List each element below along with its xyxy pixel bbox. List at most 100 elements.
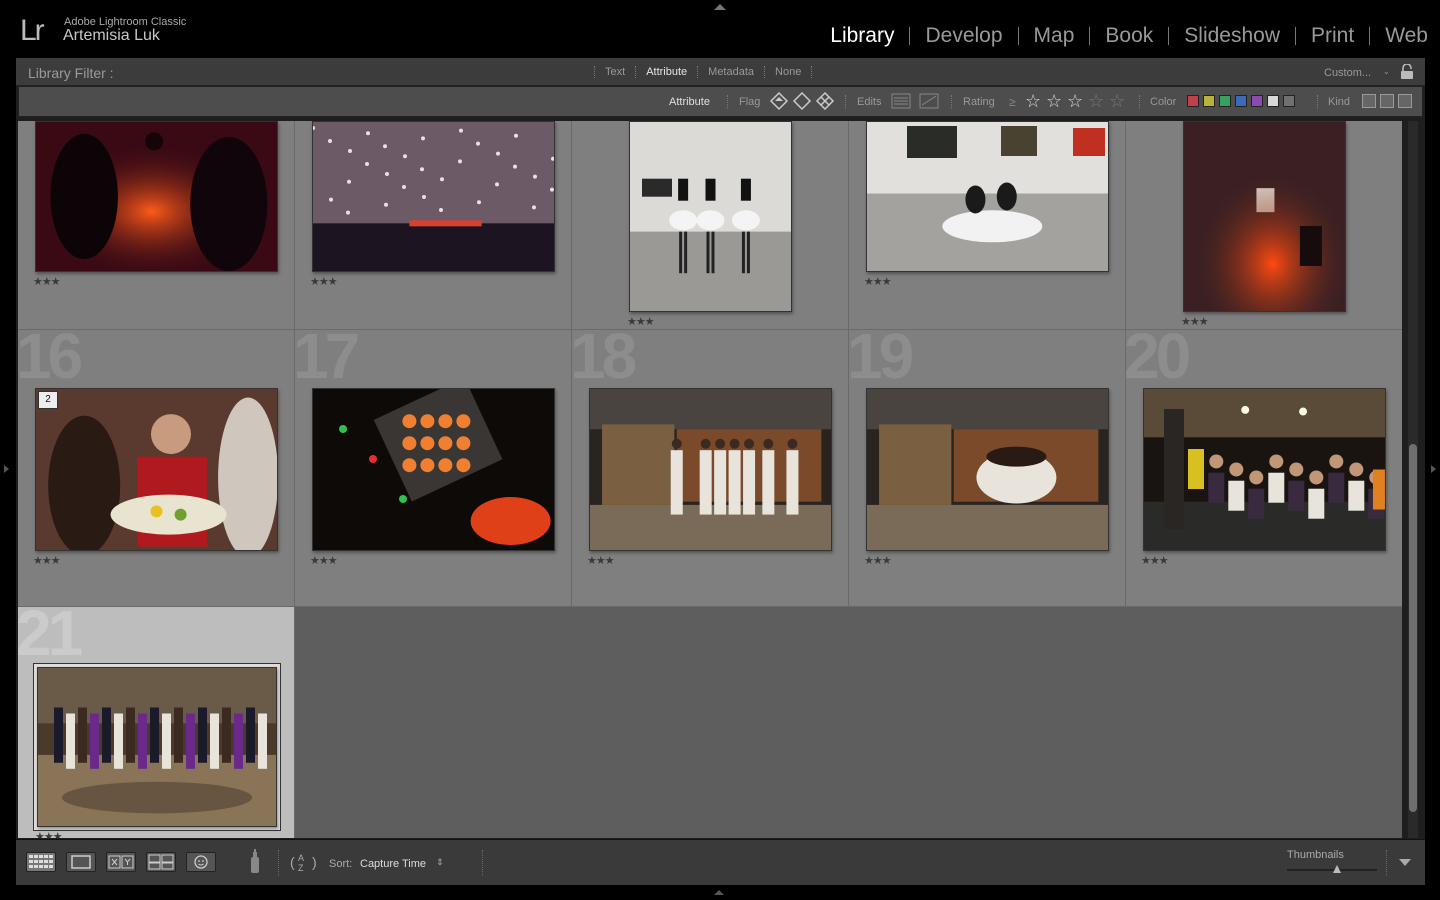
survey-view-button[interactable] xyxy=(146,852,176,872)
sort-caret-icon[interactable]: ⇕ xyxy=(436,857,444,867)
grid-cell[interactable]: 16 2 ★★★ xyxy=(18,330,295,607)
rating-star-icon[interactable]: ☆ xyxy=(1046,91,1063,111)
grid-cell[interactable]: ★★★ xyxy=(572,121,849,330)
photo-thumbnail[interactable] xyxy=(1143,388,1386,551)
flag-pick-icon[interactable] xyxy=(769,91,789,111)
flag-label: Flag xyxy=(739,96,761,108)
grid-cell[interactable]: ★★★ xyxy=(1126,121,1402,330)
module-map[interactable]: Map xyxy=(1033,24,1075,47)
photo-thumbnail[interactable] xyxy=(35,388,278,551)
module-print[interactable]: Print xyxy=(1311,24,1355,47)
grid-scrollbar[interactable] xyxy=(1408,121,1418,838)
module-develop[interactable]: Develop xyxy=(925,24,1003,47)
collapse-filmstrip-arrow[interactable] xyxy=(714,890,724,895)
people-view-icon xyxy=(194,855,208,869)
photo-thumbnail[interactable] xyxy=(629,121,792,312)
color-label-swatch[interactable] xyxy=(1187,95,1199,107)
cell-index-number: 20 xyxy=(1126,330,1191,392)
grid-cell[interactable]: 20 ★★★ xyxy=(1126,330,1402,607)
flag-unflagged-icon[interactable] xyxy=(792,91,812,111)
color-label-swatch[interactable] xyxy=(1251,95,1263,107)
photo-thumbnail[interactable] xyxy=(866,388,1109,551)
kind-master-photo-icon[interactable] xyxy=(1362,94,1376,108)
rating-star-icon[interactable]: ☆ xyxy=(1088,91,1105,111)
photo-thumbnail[interactable] xyxy=(866,121,1109,272)
edits-label: Edits xyxy=(857,96,882,108)
grid-cell[interactable]: 19 ★★★ xyxy=(849,330,1126,607)
color-label-swatch[interactable] xyxy=(1219,95,1231,107)
grid-scrollbar-thumb[interactable] xyxy=(1409,444,1417,812)
photo-thumbnail[interactable] xyxy=(37,667,277,827)
photo-thumbnail[interactable] xyxy=(312,121,555,272)
thumbnail-size-slider[interactable] xyxy=(1287,869,1377,871)
rating-star-icon[interactable]: ☆ xyxy=(1109,91,1126,111)
expand-left-panel-arrow[interactable] xyxy=(4,465,9,473)
rating-operator[interactable]: ≥ xyxy=(1009,95,1016,109)
kind-video-icon[interactable] xyxy=(1398,94,1412,108)
svg-text:Z: Z xyxy=(298,863,304,873)
module-web[interactable]: Web xyxy=(1385,24,1428,47)
thumbnail-size-slider-knob[interactable] xyxy=(1332,865,1341,873)
color-label-swatch[interactable] xyxy=(1283,95,1295,107)
edited-filter-icon[interactable] xyxy=(891,92,911,110)
sort-dropdown[interactable]: Capture Time xyxy=(360,858,427,870)
cell-star-rating[interactable]: ★★★ xyxy=(627,316,655,328)
photo-thumbnail[interactable] xyxy=(589,388,832,551)
unedited-filter-icon[interactable] xyxy=(919,92,939,110)
grid-cell[interactable]: 21 ★★★ xyxy=(18,607,295,838)
stack-count-badge[interactable]: 2 xyxy=(38,391,58,409)
flag-rejected-icon[interactable] xyxy=(815,91,835,111)
grid-cell[interactable]: ★★★ xyxy=(849,121,1126,330)
cell-star-rating[interactable]: ★★★ xyxy=(864,276,892,288)
filter-tab-attribute[interactable]: Attribute xyxy=(646,66,688,78)
painter-spray-icon[interactable] xyxy=(248,849,262,875)
grid-view-button[interactable] xyxy=(26,852,56,872)
people-view-button[interactable] xyxy=(186,852,216,872)
filter-tab-text[interactable]: Text xyxy=(605,66,626,78)
grid-cell[interactable]: 17 ★★★ xyxy=(295,330,572,607)
cell-star-rating[interactable]: ★★★ xyxy=(33,276,61,288)
cell-star-rating[interactable]: ★★★ xyxy=(587,555,615,567)
app-name: Adobe Lightroom Classic xyxy=(64,16,187,28)
toolbar-content-menu-icon[interactable] xyxy=(1399,859,1411,866)
collapse-top-panel-arrow[interactable] xyxy=(714,4,726,10)
module-book[interactable]: Book xyxy=(1105,24,1154,47)
rating-star-icon[interactable]: ☆ xyxy=(1025,91,1042,111)
photo-thumbnail[interactable] xyxy=(35,121,278,272)
cell-star-rating[interactable]: ★★★ xyxy=(1181,316,1209,328)
cell-star-rating[interactable]: ★★★ xyxy=(310,276,338,288)
photo-thumbnail[interactable] xyxy=(312,388,555,551)
svg-text:(: ( xyxy=(290,854,295,870)
cell-star-rating[interactable]: ★★★ xyxy=(33,555,61,567)
color-label-swatch[interactable] xyxy=(1203,95,1215,107)
cell-star-rating[interactable]: ★★★ xyxy=(310,555,338,567)
cell-star-rating[interactable]: ★★★ xyxy=(1141,555,1169,567)
compare-view-button[interactable] xyxy=(106,852,136,872)
photo-thumbnail[interactable] xyxy=(1183,121,1346,312)
grid-cell[interactable]: ★★★ xyxy=(18,121,295,330)
survey-view-icon xyxy=(148,854,174,870)
loupe-view-button[interactable] xyxy=(66,852,96,872)
color-label-swatch[interactable] xyxy=(1235,95,1247,107)
thumbnail-grid[interactable]: ★★★ ★★★ ★★★ ★★★ ★★★ 16 xyxy=(18,121,1402,838)
kind-virtual-copy-icon[interactable] xyxy=(1380,94,1394,108)
color-label-swatch[interactable] xyxy=(1267,95,1279,107)
rating-star-icon[interactable]: ☆ xyxy=(1067,91,1084,111)
filter-tab-metadata[interactable]: Metadata xyxy=(708,66,755,78)
cell-star-rating[interactable]: ★★★ xyxy=(864,555,892,567)
expand-right-panel-arrow[interactable] xyxy=(1431,465,1436,473)
grid-cell[interactable]: 18 ★★★ xyxy=(572,330,849,607)
preset-caret-icon[interactable]: ⌄ xyxy=(1383,67,1390,76)
module-library[interactable]: Library xyxy=(830,24,895,47)
filter-tab-none[interactable]: None xyxy=(775,66,802,78)
tab-separator xyxy=(811,66,813,78)
separator xyxy=(727,95,728,109)
separator xyxy=(482,850,483,876)
lock-icon[interactable] xyxy=(1400,64,1414,80)
cell-star-rating[interactable]: ★★★ xyxy=(35,831,63,838)
filter-preset-dropdown[interactable]: Custom... xyxy=(1324,67,1372,79)
sort-direction-icon[interactable]: ( A Z ) xyxy=(288,850,322,874)
sort-label: Sort: xyxy=(329,858,353,870)
module-slideshow[interactable]: Slideshow xyxy=(1184,24,1280,47)
grid-cell[interactable]: ★★★ xyxy=(295,121,572,330)
